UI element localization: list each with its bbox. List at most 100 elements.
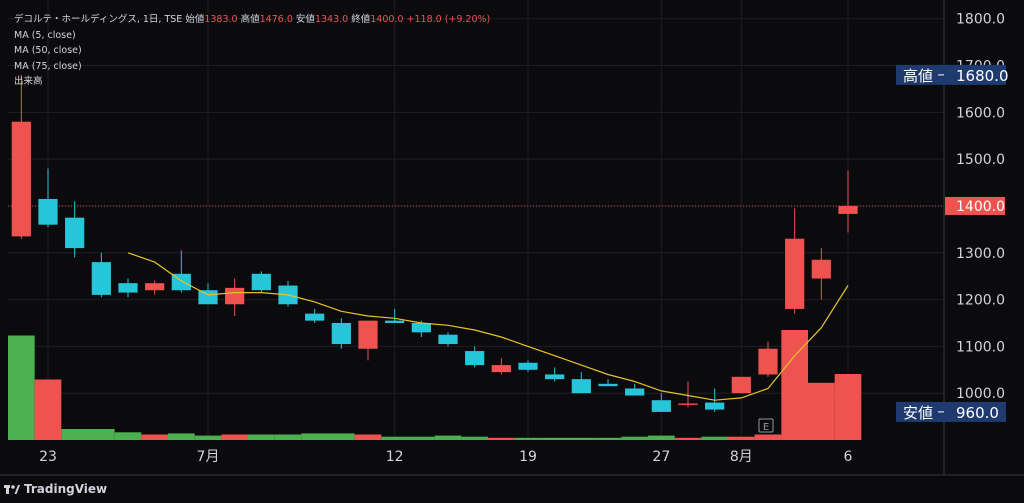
legend-panel: デコルテ・ホールディングス, 1日, TSE 始値1383.0 高値1476.0… bbox=[14, 12, 490, 90]
volume-bar bbox=[328, 433, 355, 440]
tradingview-footer[interactable]: TradingView bbox=[4, 482, 107, 496]
volume-bars bbox=[8, 330, 862, 440]
candle-body bbox=[625, 388, 645, 396]
y-tick-label: 1600.0 bbox=[956, 105, 1005, 121]
candle-body bbox=[465, 351, 485, 366]
open-label: 始値 bbox=[185, 14, 205, 25]
indicator-ma50[interactable]: MA (50, close) bbox=[14, 45, 82, 56]
candle-body bbox=[91, 262, 111, 295]
candle-body bbox=[651, 400, 671, 412]
candle-body bbox=[305, 313, 325, 321]
x-tick-label: 8月 bbox=[730, 449, 753, 465]
candle-body bbox=[518, 362, 538, 370]
volume-bar bbox=[541, 437, 568, 440]
volume-bar bbox=[114, 432, 142, 440]
ma5-line bbox=[127, 252, 849, 401]
change-value: +118.0 (+9.20%) bbox=[406, 14, 491, 25]
candle-body bbox=[331, 322, 351, 345]
price-badge bbox=[896, 401, 1006, 422]
volume-bar bbox=[141, 434, 168, 440]
volume-bar bbox=[301, 433, 328, 440]
tradingview-logo-icon bbox=[4, 485, 20, 494]
candle-body bbox=[11, 121, 31, 237]
y-tick-label: 1100.0 bbox=[956, 339, 1005, 355]
symbol-label: デコルテ・ホールディングス, 1日, TSE bbox=[14, 14, 183, 25]
candle-body bbox=[251, 273, 271, 291]
volume-bar bbox=[8, 335, 35, 440]
volume-bar bbox=[168, 433, 195, 440]
chart-axes: 1800.01700.01600.01500.01400.01300.01200… bbox=[0, 0, 1024, 476]
event-marker-label: E bbox=[763, 422, 769, 433]
volume-bar bbox=[781, 330, 808, 440]
volume-bar bbox=[701, 436, 728, 440]
indicator-ma5[interactable]: MA (5, close) bbox=[14, 29, 76, 41]
ohlc-row: デコルテ・ホールディングス, 1日, TSE 始値1383.0 高値1476.0… bbox=[14, 12, 490, 28]
indicator-ma75[interactable]: MA (75, close) bbox=[14, 60, 82, 72]
low-value: 1343.0 bbox=[314, 14, 349, 25]
candle-body bbox=[811, 259, 831, 279]
open-value: 1383.0 bbox=[204, 14, 238, 25]
candle-body bbox=[491, 365, 511, 373]
candle-body bbox=[358, 320, 378, 349]
volume-bar bbox=[461, 436, 488, 440]
ma-series bbox=[127, 252, 849, 401]
candle-series bbox=[11, 74, 858, 412]
candle-body bbox=[731, 376, 751, 394]
price-badge bbox=[896, 64, 1006, 85]
volume-bar bbox=[408, 436, 435, 440]
volume-bar bbox=[568, 437, 595, 440]
volume-bar bbox=[221, 434, 248, 440]
close-label: 終値 bbox=[351, 14, 371, 25]
price-badge-value: 1680.0 bbox=[956, 67, 1009, 85]
price-badge-label: 安値 bbox=[903, 404, 933, 422]
volume-bar bbox=[594, 437, 622, 440]
volume-bar bbox=[248, 434, 275, 440]
candle-body bbox=[438, 334, 458, 345]
candle-body bbox=[705, 402, 725, 410]
volume-bar bbox=[354, 434, 382, 440]
candle-body bbox=[571, 379, 591, 394]
x-tick-label: 6 bbox=[844, 449, 853, 465]
x-tick-label: 23 bbox=[39, 449, 57, 465]
indicator-volume[interactable]: 出来高 bbox=[14, 76, 43, 87]
candle-body bbox=[225, 287, 245, 305]
price-badge-value: 960.0 bbox=[956, 404, 999, 422]
y-tick-label: 1200.0 bbox=[956, 293, 1005, 309]
y-tick-label: 1000.0 bbox=[956, 386, 1005, 402]
candle-body bbox=[145, 283, 165, 291]
volume-bar bbox=[514, 437, 542, 440]
volume-bar bbox=[648, 435, 675, 440]
candle-body bbox=[838, 205, 858, 214]
candle-body bbox=[38, 198, 58, 225]
volume-bar bbox=[754, 434, 782, 440]
candle-body bbox=[545, 374, 565, 380]
y-tick-label: 1800.0 bbox=[956, 12, 1005, 28]
current-price-badge bbox=[945, 196, 1005, 215]
volume-bar bbox=[274, 434, 302, 440]
volume-bar bbox=[88, 429, 115, 440]
volume-bar bbox=[381, 436, 408, 440]
x-tick-label: 7月 bbox=[197, 449, 220, 465]
brand-name: TradingView bbox=[24, 482, 108, 496]
candle-body bbox=[198, 290, 218, 305]
volume-bar bbox=[674, 437, 702, 440]
candle-body bbox=[598, 383, 618, 387]
volume-bar bbox=[621, 436, 648, 440]
current-price-text: 1400.0 bbox=[956, 199, 1005, 215]
x-tick-label: 27 bbox=[652, 449, 670, 465]
close-value: 1400.0 bbox=[370, 14, 404, 25]
volume-bar bbox=[61, 429, 88, 440]
candle-body bbox=[118, 283, 138, 293]
volume-bar bbox=[34, 379, 62, 440]
low-label: 安値 bbox=[295, 14, 315, 25]
x-tick-label: 12 bbox=[386, 449, 404, 465]
candle-body bbox=[65, 217, 85, 249]
candle-body bbox=[385, 320, 405, 323]
high-value: 1476.0 bbox=[259, 14, 293, 25]
high-label: 高値 bbox=[240, 14, 260, 25]
x-tick-label: 19 bbox=[519, 449, 537, 465]
candle-body bbox=[785, 238, 805, 309]
volume-bar bbox=[834, 374, 862, 440]
volume-bar bbox=[728, 436, 755, 440]
